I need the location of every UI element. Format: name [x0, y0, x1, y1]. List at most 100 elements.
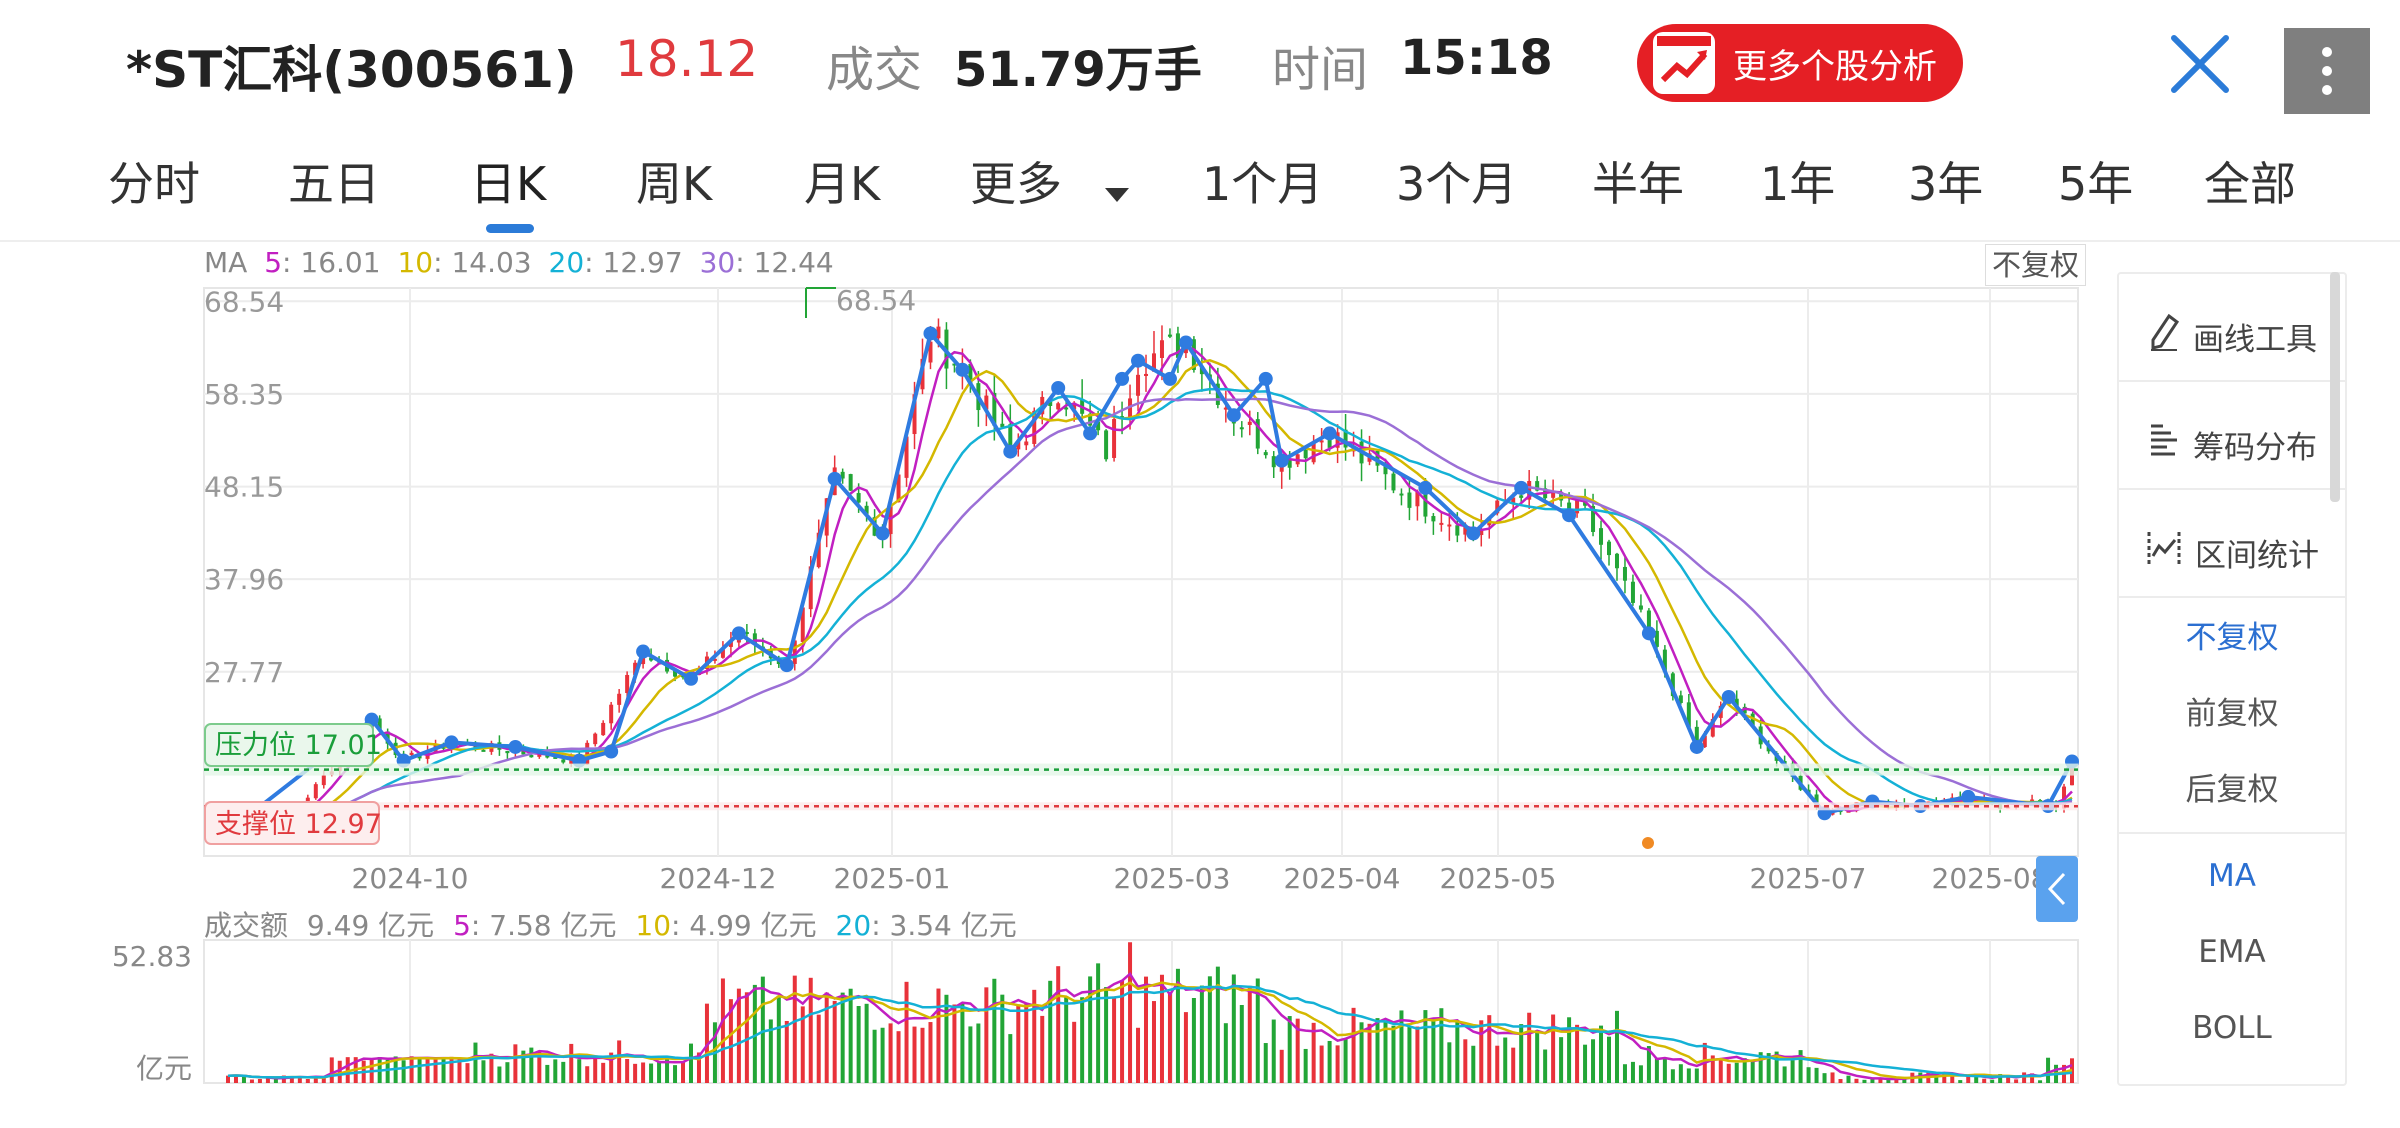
trend-point	[444, 735, 459, 750]
volume-bar	[1830, 1072, 1835, 1083]
volume-bar	[1503, 1037, 1508, 1083]
candle-body	[864, 505, 869, 514]
candle-body	[904, 436, 909, 478]
volume-bar	[305, 1079, 310, 1083]
volume-bar	[1583, 1044, 1588, 1083]
volume-bar	[928, 1022, 933, 1083]
volume-legend-value: 9.49 亿元	[306, 909, 435, 942]
volume-bar	[736, 988, 741, 1083]
volume-bar	[696, 1052, 701, 1083]
volume-bar	[321, 1076, 326, 1083]
volume-bar	[1750, 1061, 1755, 1083]
candle-body	[984, 395, 989, 410]
trend-point	[1641, 626, 1656, 641]
volume-bar	[1439, 1008, 1444, 1083]
interval-stats-button[interactable]: 区间统计	[2119, 512, 2345, 592]
tab-monthly-k[interactable]: 月K	[804, 157, 881, 211]
volume-bar	[920, 1027, 925, 1083]
volume-bar	[673, 1065, 678, 1083]
adjust-forward-button[interactable]: 前复权	[2185, 696, 2279, 732]
tab-3year[interactable]: 3年	[1908, 157, 1984, 211]
vol-ma10-key: 10	[635, 909, 672, 942]
tab-more[interactable]: 更多	[970, 148, 1131, 215]
tab-5year[interactable]: 5年	[2058, 157, 2134, 211]
volume-bar	[1279, 1049, 1284, 1083]
volume-bar	[1223, 1023, 1228, 1083]
volume-bar	[792, 975, 797, 1083]
volume-plot-frame	[203, 939, 2079, 1084]
adjust-none-button[interactable]: 不复权	[2185, 620, 2279, 656]
volume-bar	[2030, 1073, 2035, 1083]
pressure-band	[204, 763, 2078, 776]
candle-body	[1423, 491, 1428, 517]
indicator-ema-button[interactable]: EMA	[2198, 934, 2266, 970]
tab-all[interactable]: 全部	[2204, 157, 2296, 211]
volume-bar	[1607, 1036, 1612, 1083]
volume-bar	[1774, 1051, 1779, 1083]
tab-1month[interactable]: 1个月	[1202, 157, 1324, 211]
date-tick-label: 2025-08	[1932, 862, 2049, 895]
volume-bar	[465, 1063, 470, 1083]
candle-body	[1008, 424, 1013, 450]
tab-wuri[interactable]: 五日	[288, 157, 380, 211]
more-analysis-button[interactable]: 更多个股分析	[1637, 24, 1963, 102]
volume-bar	[1551, 1014, 1556, 1083]
volume-bar	[1718, 1059, 1723, 1083]
volume-bar	[1319, 1045, 1324, 1083]
vol-ma10-value: 4.99 亿元	[689, 909, 817, 942]
interval-stats-icon	[2145, 528, 2183, 576]
draw-tool-button[interactable]: 画线工具	[2119, 296, 2345, 376]
candle-body	[1112, 419, 1117, 458]
candle-body	[409, 752, 414, 755]
volume-bar	[2014, 1079, 2019, 1083]
volume-bar	[728, 999, 733, 1083]
volume-bar	[601, 1062, 606, 1083]
tab-1year[interactable]: 1年	[1760, 157, 1836, 211]
price-tick-label: 37.96	[204, 563, 284, 596]
volume-bar	[1423, 1010, 1428, 1083]
volume-bar	[824, 992, 829, 1083]
volume-bar	[1622, 1064, 1627, 1083]
tab-3month[interactable]: 3个月	[1396, 157, 1518, 211]
candle-body	[601, 722, 606, 736]
candle-body	[848, 474, 853, 491]
volume-bar	[1239, 1004, 1244, 1083]
volume-bar	[1375, 1018, 1380, 1083]
volume-bar	[401, 1060, 406, 1083]
close-icon[interactable]	[2168, 32, 2232, 96]
time-value: 15:18	[1400, 30, 1553, 86]
volume-bar	[329, 1057, 334, 1083]
volume-bar	[537, 1050, 542, 1083]
side-panel-scrollbar[interactable]	[2330, 272, 2340, 502]
volume-bar	[912, 1026, 917, 1083]
support-band	[204, 802, 2078, 811]
volume-bar	[1638, 1065, 1643, 1083]
indicator-boll-button[interactable]: BOLL	[2192, 1010, 2272, 1046]
candle-body	[1239, 427, 1244, 430]
adjust-type-badge[interactable]: 不复权	[1985, 244, 2087, 286]
tab-daily-k[interactable]: 日K	[470, 157, 547, 211]
candle-body	[1223, 407, 1228, 410]
volume-bar	[744, 992, 749, 1083]
more-vertical-icon[interactable]	[2284, 28, 2370, 114]
candle-body	[1104, 430, 1109, 460]
indicator-ma-button[interactable]: MA	[2208, 858, 2256, 894]
volume-bar	[1782, 1066, 1787, 1083]
volume-bar	[1104, 987, 1109, 1083]
volume-ma5-line	[227, 972, 2073, 1081]
tab-fenshi[interactable]: 分时	[108, 157, 200, 211]
adjust-backward-button[interactable]: 后复权	[2185, 772, 2279, 808]
volume-bar	[409, 1056, 414, 1083]
candle-body	[752, 633, 757, 645]
volume-bar	[433, 1058, 438, 1083]
volume-bar	[649, 1063, 654, 1083]
volume-bar	[521, 1050, 526, 1083]
volume-bar	[1048, 980, 1053, 1083]
tab-weekly-k[interactable]: 周K	[636, 157, 713, 211]
chip-distribution-button[interactable]: 筹码分布	[2119, 404, 2345, 484]
volume-bar	[1479, 1020, 1484, 1083]
tab-half-year[interactable]: 半年	[1592, 157, 1684, 211]
candle-body	[1287, 458, 1292, 468]
trend-point	[1258, 371, 1273, 386]
